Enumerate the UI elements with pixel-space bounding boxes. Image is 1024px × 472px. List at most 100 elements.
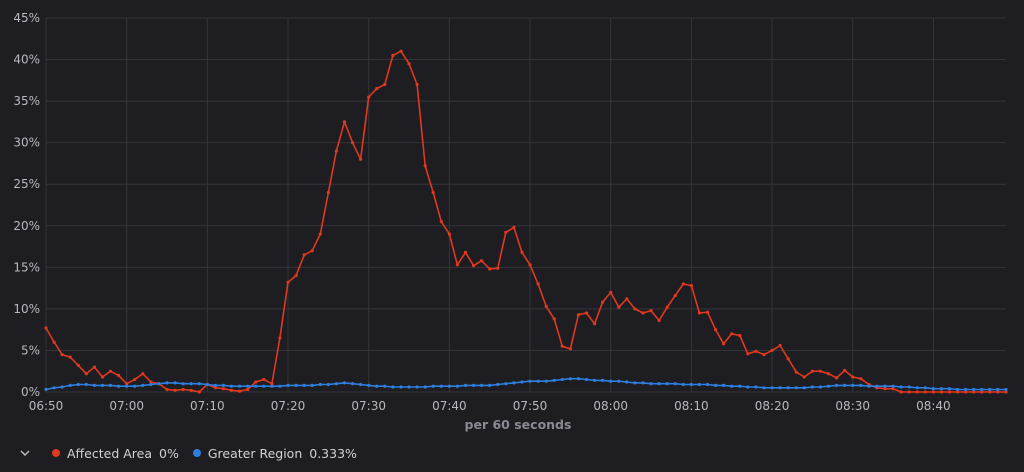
data-point (100, 375, 105, 379)
data-point (76, 363, 80, 367)
data-point (512, 381, 516, 385)
data-point (544, 379, 548, 383)
data-point (778, 386, 782, 390)
data-point (512, 225, 516, 229)
data-point (899, 390, 903, 394)
data-point (593, 322, 597, 326)
data-point (286, 280, 290, 284)
legend-collapse-chevron-icon[interactable] (18, 446, 32, 460)
data-point (923, 390, 927, 394)
data-point (278, 336, 282, 340)
x-tick-label: 07:20 (271, 399, 306, 413)
data-point (835, 376, 839, 380)
y-tick-label: 45% (13, 11, 40, 25)
data-point (560, 377, 564, 382)
y-axis: 0% 5% 10% 15% 20% 25% 30% 35% 40% 45% (13, 11, 40, 399)
data-point (92, 383, 96, 387)
data-point (883, 387, 887, 391)
data-point (794, 386, 798, 390)
data-point (705, 382, 710, 387)
data-point (213, 386, 217, 390)
data-point (520, 380, 524, 384)
data-point (334, 149, 338, 153)
data-point (601, 378, 605, 382)
data-point (520, 250, 524, 254)
data-point (681, 382, 685, 387)
data-point (52, 386, 56, 390)
data-point (843, 383, 847, 387)
legend-series-name: Affected Area (67, 445, 152, 461)
data-point (544, 304, 548, 308)
data-point (254, 384, 258, 388)
data-point (367, 95, 371, 99)
data-point (423, 385, 427, 389)
data-point (359, 157, 363, 161)
y-tick-label: 40% (13, 53, 40, 67)
data-point (342, 381, 347, 385)
data-point (681, 282, 685, 286)
data-point (318, 382, 322, 387)
legend-series-value: 0% (159, 445, 179, 461)
data-point (746, 385, 750, 389)
data-point (689, 382, 694, 387)
data-point (641, 381, 645, 385)
data-point (375, 384, 379, 388)
data-point (181, 382, 185, 386)
data-point (956, 387, 960, 392)
data-point (108, 369, 113, 373)
data-point (205, 382, 209, 387)
data-point (262, 377, 266, 382)
data-point (964, 387, 968, 392)
data-point (826, 384, 831, 388)
data-point (593, 378, 597, 382)
x-tick-label: 08:30 (835, 399, 870, 413)
legend-item-greater-region[interactable]: Greater Region 0.333% (192, 446, 357, 461)
data-point (1004, 390, 1008, 394)
data-point (302, 253, 306, 257)
data-point (189, 382, 193, 386)
data-point (754, 349, 758, 353)
x-tick-label: 08:10 (674, 399, 709, 413)
y-tick-label: 0% (21, 385, 40, 399)
data-point (165, 381, 169, 385)
data-point (964, 390, 968, 394)
data-point (60, 385, 64, 389)
data-point (633, 381, 637, 385)
data-point (221, 383, 226, 387)
data-point (891, 387, 895, 391)
data-point (270, 384, 274, 388)
data-point (818, 385, 823, 389)
data-point (697, 311, 702, 315)
data-point (996, 390, 1000, 394)
data-point (875, 384, 879, 388)
data-point (939, 387, 944, 391)
data-point (859, 383, 863, 387)
data-point (826, 372, 831, 376)
data-point (431, 190, 435, 195)
legend-item-affected-area[interactable]: Affected Area 0% (52, 446, 179, 461)
data-point (746, 352, 750, 356)
data-point (609, 379, 613, 383)
data-point (294, 274, 298, 278)
x-tick-label: 08:00 (593, 399, 628, 413)
data-point (238, 389, 242, 393)
data-point (552, 378, 556, 382)
data-point (149, 382, 153, 387)
data-point (657, 318, 661, 323)
data-point (197, 382, 201, 386)
data-point (68, 383, 72, 387)
data-point (84, 372, 88, 376)
data-point (891, 384, 895, 388)
data-point (786, 386, 790, 390)
data-point (472, 383, 476, 387)
x-tick-label: 07:40 (432, 399, 467, 413)
data-point (972, 387, 976, 392)
data-point (68, 355, 72, 359)
data-point (423, 164, 427, 168)
data-point (568, 377, 573, 381)
data-point (939, 390, 944, 394)
data-point (439, 220, 443, 224)
data-point (673, 382, 677, 386)
data-point (189, 388, 193, 392)
y-tick-label: 30% (13, 136, 40, 150)
